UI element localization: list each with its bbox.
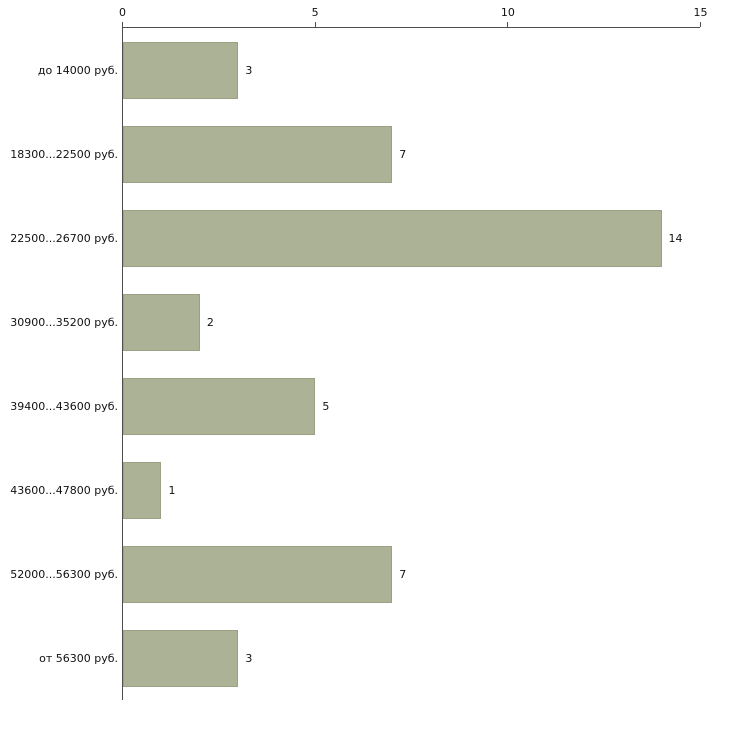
value-label: 1 (168, 483, 176, 497)
bar-row: от 56300 руб. 3 (39, 616, 700, 700)
axis-tick: 15 (694, 6, 708, 27)
category-label: 22500...26700 руб. (10, 231, 118, 245)
value-label: 14 (668, 231, 683, 245)
bar (123, 41, 239, 99)
axis-tick: 0 (119, 6, 126, 27)
bar-row: 18300...22500 руб. 7 (10, 112, 700, 196)
axis-tick-label: 5 (311, 6, 319, 19)
bar-row: 22500...26700 руб. 14 (10, 196, 700, 280)
bar (123, 545, 393, 603)
axis-tick: 10 (501, 6, 515, 27)
rows: до 14000 руб. 3 18300...22500 руб. 7 22500..… (10, 28, 700, 700)
bar-row: 43600...47800 руб. 1 (10, 448, 700, 532)
value-label: 3 (245, 651, 253, 665)
bar (123, 209, 662, 267)
bar (123, 461, 162, 519)
bar (123, 293, 200, 351)
category-label: 30900...35200 руб. (10, 315, 118, 329)
category-label: 52000...56300 руб. (10, 567, 118, 581)
bar-row: до 14000 руб. 3 (38, 28, 700, 112)
value-label: 7 (399, 567, 407, 581)
category-label: 43600...47800 руб. (10, 483, 118, 497)
axis-tick-label: 15 (693, 6, 708, 19)
x-axis: 0 5 10 15 (119, 0, 708, 28)
value-label: 7 (399, 147, 407, 161)
bar-row: 30900...35200 руб. 2 (10, 280, 700, 364)
axis-tick: 5 (312, 6, 319, 27)
value-label: 2 (206, 315, 214, 329)
bar-row: 39400...43600 руб. 5 (10, 364, 700, 448)
bar (123, 377, 316, 435)
category-label: 39400...43600 руб. (10, 399, 118, 413)
bar (123, 629, 239, 687)
category-label: до 14000 руб. (37, 63, 118, 77)
bar (123, 125, 393, 183)
category-label: 18300...22500 руб. (10, 147, 118, 161)
axis-tick-label: 0 (119, 6, 126, 19)
axis-tick-label: 10 (500, 6, 515, 19)
category-label: от 56300 руб. (39, 651, 118, 665)
value-label: 3 (245, 63, 253, 77)
bar-row: 52000...56300 руб. 7 (10, 532, 700, 616)
value-label: 5 (322, 399, 330, 413)
